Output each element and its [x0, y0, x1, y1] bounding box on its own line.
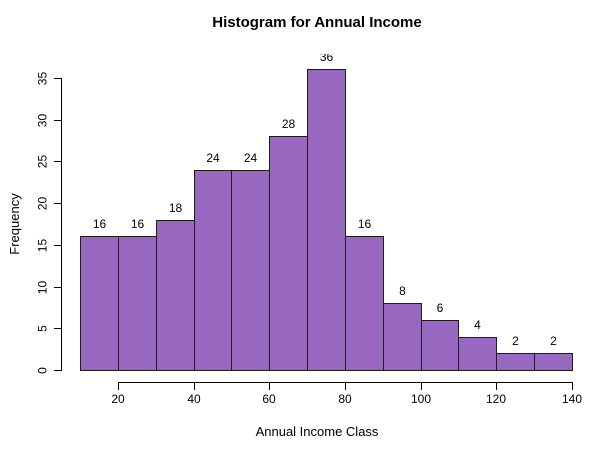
y-axis-tick	[54, 370, 61, 371]
y-axis-line	[61, 78, 62, 371]
y-tick-label: 20	[35, 196, 50, 211]
x-axis-tick	[118, 383, 119, 390]
x-axis-label: Annual Income Class	[255, 424, 379, 439]
x-tick-label: 80	[338, 392, 352, 406]
y-axis-tick	[54, 203, 61, 204]
y-axis-tick	[54, 120, 61, 121]
y-axis-tick	[54, 328, 61, 329]
plot-area: 16 16 18 24 24 28 36 16 8 6 4 2 2	[0, 54, 602, 452]
x-axis-tick	[496, 383, 497, 390]
histogram-bar	[383, 303, 422, 371]
bar-value-label: 36	[319, 54, 334, 64]
x-axis-tick	[194, 383, 195, 390]
histogram-bar	[231, 170, 270, 371]
y-tick-label: 10	[35, 280, 50, 295]
x-tick-label: 20	[111, 392, 125, 406]
bar-value-label: 24	[206, 151, 220, 165]
histogram-bar	[269, 136, 308, 371]
bar-value-label: 18	[168, 201, 183, 215]
x-tick-label: 40	[187, 392, 201, 406]
histogram-bar	[156, 220, 195, 371]
y-tick-label: 0	[35, 367, 50, 374]
chart-title: Histogram for Annual Income	[212, 14, 422, 31]
y-tick-label: 35	[35, 71, 50, 86]
histogram-bar	[80, 236, 119, 371]
x-tick-label: 100	[410, 392, 432, 406]
bar-value-label: 6	[436, 301, 444, 315]
x-axis-line	[118, 382, 573, 383]
y-axis-tick	[54, 161, 61, 162]
histogram-bar	[496, 353, 535, 371]
y-tick-label: 5	[35, 325, 50, 332]
x-axis-tick	[345, 383, 346, 390]
bar-value-label: 16	[130, 217, 145, 231]
histogram-bar	[421, 320, 459, 371]
y-tick-label: 30	[35, 113, 50, 128]
x-tick-label: 140	[561, 392, 583, 406]
y-axis-tick	[54, 245, 61, 246]
histogram-bar	[345, 236, 384, 371]
bar-value-label: 4	[474, 318, 481, 332]
histogram-bar	[118, 236, 157, 371]
x-axis-tick	[421, 383, 422, 390]
histogram-bar	[534, 353, 573, 371]
x-tick-label: 120	[485, 392, 507, 406]
x-axis-tick	[269, 383, 270, 390]
y-axis-tick	[54, 287, 61, 288]
y-axis-tick	[54, 78, 61, 79]
y-tick-label: 25	[35, 154, 50, 169]
x-tick-label: 60	[262, 392, 276, 406]
histogram-bar	[458, 337, 497, 371]
histogram-bar	[307, 69, 346, 371]
y-tick-label: 15	[35, 238, 50, 253]
histogram-bar	[194, 170, 232, 371]
bar-value-label: 16	[357, 217, 372, 231]
bar-value-label: 2	[512, 334, 519, 348]
bar-value-label: 24	[243, 151, 258, 165]
bar-value-label: 8	[399, 284, 406, 298]
bar-value-label: 28	[281, 117, 296, 131]
bar-value-label: 16	[92, 217, 107, 231]
bar-value-label: 2	[550, 334, 557, 348]
x-axis-tick	[572, 383, 573, 390]
